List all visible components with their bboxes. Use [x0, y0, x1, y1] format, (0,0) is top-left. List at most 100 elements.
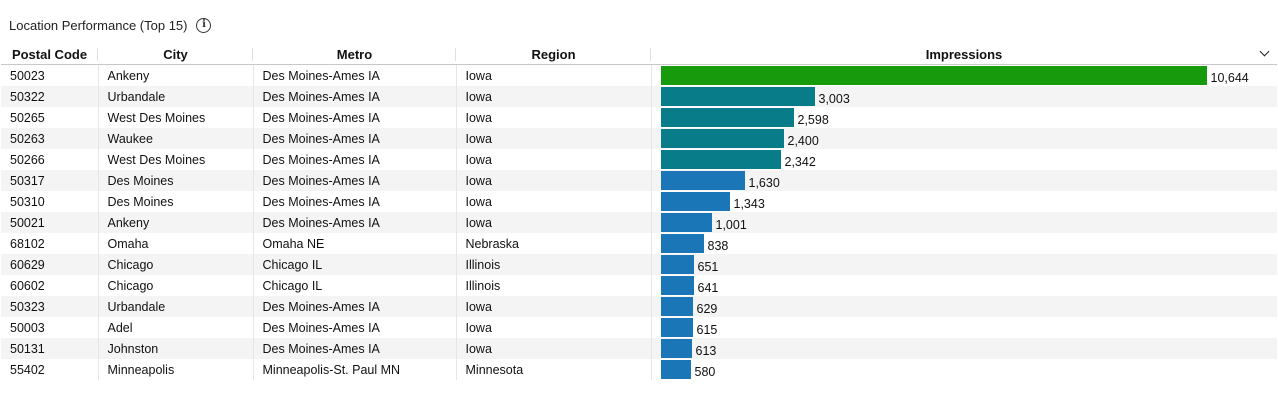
cell-region: Nebraska: [456, 233, 652, 254]
impressions-value-label: 641: [697, 281, 719, 295]
impressions-bar[interactable]: [660, 192, 730, 211]
cell-impressions: 3,003: [651, 86, 1277, 107]
table-row[interactable]: 50310 Des Moines Des Moines-Ames IA Iowa 1,3…: [1, 191, 1277, 212]
cell-metro: Des Moines-Ames IA: [253, 149, 457, 170]
cell-region: Iowa: [456, 86, 652, 107]
cell-impressions: 613: [651, 338, 1277, 359]
table-row[interactable]: 50265 West Des Moines Des Moines-Ames IA Io…: [1, 107, 1277, 128]
cell-impressions: 2,598: [651, 107, 1277, 128]
cell-region: Iowa: [456, 128, 652, 149]
cell-impressions: 651: [651, 254, 1277, 275]
cell-postal-code: 50317: [1, 170, 99, 191]
column-header-postal-code[interactable]: Postal Code: [1, 44, 98, 65]
impressions-header-label: Impressions: [925, 46, 1003, 62]
table-row[interactable]: 50131 Johnston Des Moines-Ames IA Iowa 613: [1, 338, 1277, 359]
cell-postal-code: 50263: [1, 128, 99, 149]
impressions-bar[interactable]: [660, 66, 1207, 85]
info-icon[interactable]: i: [196, 17, 212, 33]
impressions-value-label: 10,644: [1210, 71, 1249, 85]
column-header-metro[interactable]: Metro: [253, 44, 456, 65]
impressions-bar[interactable]: [660, 87, 815, 106]
location-table: Postal Code City Metro Region Impression…: [1, 44, 1277, 380]
cell-impressions: 2,400: [651, 128, 1277, 149]
cell-postal-code: 60602: [1, 275, 99, 296]
column-header-city[interactable]: City: [98, 44, 253, 65]
table-row[interactable]: 60602 Chicago Chicago IL Illinois 641: [1, 275, 1277, 296]
cell-impressions: 1,343: [651, 191, 1277, 212]
cell-city: Des Moines: [98, 191, 254, 212]
cell-region: Iowa: [456, 191, 652, 212]
impressions-value-label: 3,003: [818, 92, 850, 106]
column-header-impressions[interactable]: Impressions: [651, 44, 1277, 65]
impressions-bar[interactable]: [660, 318, 693, 337]
cell-city: West Des Moines: [98, 149, 254, 170]
cell-region: Illinois: [456, 275, 652, 296]
impressions-bar[interactable]: [660, 360, 691, 379]
cell-region: Iowa: [456, 317, 652, 338]
impressions-value-label: 838: [707, 239, 729, 253]
cell-impressions: 838: [651, 233, 1277, 254]
impressions-value-label: 580: [694, 365, 716, 379]
impressions-bar[interactable]: [660, 234, 704, 253]
table-row[interactable]: 50023 Ankeny Des Moines-Ames IA Iowa 10,644: [1, 64, 1277, 86]
cell-city: Chicago: [98, 275, 254, 296]
cell-impressions: 629: [651, 296, 1277, 317]
cell-city: Adel: [98, 317, 254, 338]
impressions-value-label: 629: [696, 302, 718, 316]
table-row[interactable]: 50266 West Des Moines Des Moines-Ames IA Io…: [1, 149, 1277, 170]
table-row[interactable]: 55402 Minneapolis Minneapolis-St. Paul MN M…: [1, 359, 1277, 380]
impressions-bar[interactable]: [660, 255, 694, 274]
cell-postal-code: 50265: [1, 107, 99, 128]
cell-postal-code: 50310: [1, 191, 99, 212]
table-row[interactable]: 50317 Des Moines Des Moines-Ames IA Iowa 1,6…: [1, 170, 1277, 191]
table-row[interactable]: 50323 Urbandale Des Moines-Ames IA Iowa 629: [1, 296, 1277, 317]
impressions-value-label: 615: [696, 323, 718, 337]
cell-metro: Des Moines-Ames IA: [253, 170, 457, 191]
cell-postal-code: 50322: [1, 86, 99, 107]
table-row[interactable]: 50003 Adel Des Moines-Ames IA Iowa 615: [1, 317, 1277, 338]
impressions-value-label: 651: [697, 260, 719, 274]
panel-title: Location Performance (Top 15): [9, 17, 188, 33]
table-row[interactable]: 50263 Waukee Des Moines-Ames IA Iowa 2,400: [1, 128, 1277, 149]
cell-metro: Minneapolis-St. Paul MN: [253, 359, 457, 380]
cell-metro: Des Moines-Ames IA: [253, 212, 457, 233]
cell-city: West Des Moines: [98, 107, 254, 128]
table-header-row: Postal Code City Metro Region Impression…: [1, 44, 1277, 65]
cell-city: Des Moines: [98, 170, 254, 191]
impressions-bar[interactable]: [660, 213, 712, 232]
cell-region: Iowa: [456, 149, 652, 170]
cell-metro: Des Moines-Ames IA: [253, 191, 457, 212]
cell-city: Minneapolis: [98, 359, 254, 380]
cell-metro: Des Moines-Ames IA: [253, 317, 457, 338]
impressions-bar[interactable]: [660, 150, 781, 169]
cell-city: Urbandale: [98, 86, 254, 107]
cell-impressions: 641: [651, 275, 1277, 296]
cell-postal-code: 68102: [1, 233, 99, 254]
cell-city: Urbandale: [98, 296, 254, 317]
cell-postal-code: 50003: [1, 317, 99, 338]
cell-city: Waukee: [98, 128, 254, 149]
table-row[interactable]: 60629 Chicago Chicago IL Illinois 651: [1, 254, 1277, 275]
cell-metro: Des Moines-Ames IA: [253, 64, 457, 86]
column-header-region[interactable]: Region: [456, 44, 651, 65]
table-row[interactable]: 50021 Ankeny Des Moines-Ames IA Iowa 1,001: [1, 212, 1277, 233]
table-row[interactable]: 68102 Omaha Omaha NE Nebraska 838: [1, 233, 1277, 254]
sort-chevron-down-icon[interactable]: [1259, 46, 1270, 57]
cell-postal-code: 50131: [1, 338, 99, 359]
cell-metro: Chicago IL: [253, 254, 457, 275]
impressions-bar[interactable]: [660, 339, 692, 358]
impressions-bar[interactable]: [660, 297, 693, 316]
impressions-bar[interactable]: [660, 276, 694, 295]
impressions-bar[interactable]: [660, 108, 794, 127]
cell-postal-code: 50266: [1, 149, 99, 170]
impressions-value-label: 2,400: [787, 134, 819, 148]
cell-city: Ankeny: [98, 64, 254, 86]
cell-metro: Des Moines-Ames IA: [253, 107, 457, 128]
impressions-bar[interactable]: [660, 129, 784, 148]
panel-header: Location Performance (Top 15) i: [9, 16, 212, 34]
impressions-bar[interactable]: [660, 171, 745, 190]
table-row[interactable]: 50322 Urbandale Des Moines-Ames IA Iowa 3,00…: [1, 86, 1277, 107]
cell-region: Iowa: [456, 107, 652, 128]
cell-region: Minnesota: [456, 359, 652, 380]
